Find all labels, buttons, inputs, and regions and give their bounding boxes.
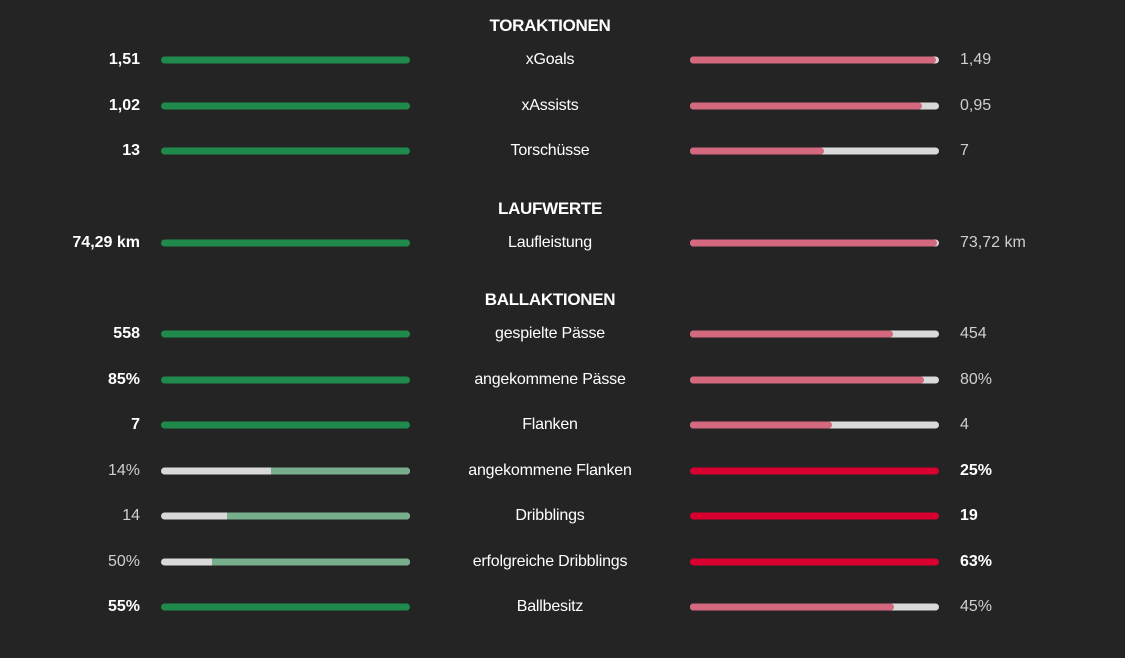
away-bar bbox=[690, 512, 939, 520]
section-title: ZWEIKAMPFWERTE bbox=[0, 655, 1100, 658]
home-value: 14 bbox=[122, 507, 140, 524]
away-value: 25% bbox=[960, 461, 993, 479]
away-value: 63% bbox=[960, 552, 993, 570]
stat-label: angekommene Pässe bbox=[474, 370, 626, 388]
away-bar bbox=[690, 558, 939, 565]
away-value: 19 bbox=[960, 507, 978, 524]
away-bar bbox=[690, 239, 938, 246]
home-value: 14% bbox=[107, 461, 140, 479]
away-bar bbox=[690, 376, 925, 383]
home-bar bbox=[161, 147, 410, 155]
away-value: 73,72 km bbox=[960, 233, 1026, 251]
away-value: 454 bbox=[960, 325, 987, 342]
stat-label: Torschüsse bbox=[510, 142, 590, 159]
stat-label: Flanken bbox=[522, 416, 578, 433]
away-bar bbox=[690, 147, 825, 155]
home-bar bbox=[161, 102, 410, 109]
home-bar bbox=[270, 467, 410, 474]
home-bar bbox=[161, 603, 410, 611]
stat-label: Laufleistung bbox=[508, 233, 592, 251]
away-bar bbox=[690, 56, 936, 64]
away-bar bbox=[690, 330, 893, 338]
stat-label: gespielte Pässe bbox=[495, 325, 605, 342]
home-bar bbox=[161, 56, 410, 64]
away-value: 4 bbox=[960, 416, 969, 433]
home-value: 558 bbox=[113, 325, 140, 342]
stat-label: xGoals bbox=[525, 51, 575, 68]
home-bar bbox=[212, 558, 410, 565]
home-value: 1,02 bbox=[108, 96, 140, 114]
away-bar bbox=[690, 421, 833, 429]
section-title: LAUFWERTE bbox=[497, 198, 602, 218]
stat-label: angekommene Flanken bbox=[468, 461, 632, 479]
away-value: 7 bbox=[960, 142, 969, 159]
home-value: 1,51 bbox=[108, 51, 140, 68]
stat-label: erfolgreiche Dribblings bbox=[472, 552, 628, 570]
stat-label: Ballbesitz bbox=[516, 598, 584, 615]
home-value: 74,29 km bbox=[72, 233, 140, 251]
away-value: 45% bbox=[960, 598, 993, 615]
section-title: TORAKTIONEN bbox=[489, 16, 611, 35]
away-value: 0,95 bbox=[960, 96, 992, 114]
away-value: 1,49 bbox=[960, 51, 992, 68]
home-value: 50% bbox=[107, 552, 140, 570]
away-bar bbox=[690, 467, 939, 474]
stat-label: xAssists bbox=[521, 96, 579, 114]
away-bar bbox=[690, 603, 894, 611]
away-bar bbox=[690, 102, 922, 109]
home-bar bbox=[161, 239, 410, 246]
stat-label: Dribblings bbox=[515, 507, 585, 524]
home-value: 85% bbox=[107, 370, 140, 388]
home-bar bbox=[161, 376, 410, 383]
home-bar bbox=[161, 421, 410, 429]
away-value: 80% bbox=[960, 370, 993, 388]
home-value: 7 bbox=[131, 416, 140, 433]
home-bar bbox=[161, 330, 410, 338]
home-value: 55% bbox=[107, 598, 140, 615]
home-bar bbox=[226, 512, 410, 520]
section-title: BALLAKTIONEN bbox=[484, 290, 616, 309]
home-value: 13 bbox=[122, 142, 140, 159]
